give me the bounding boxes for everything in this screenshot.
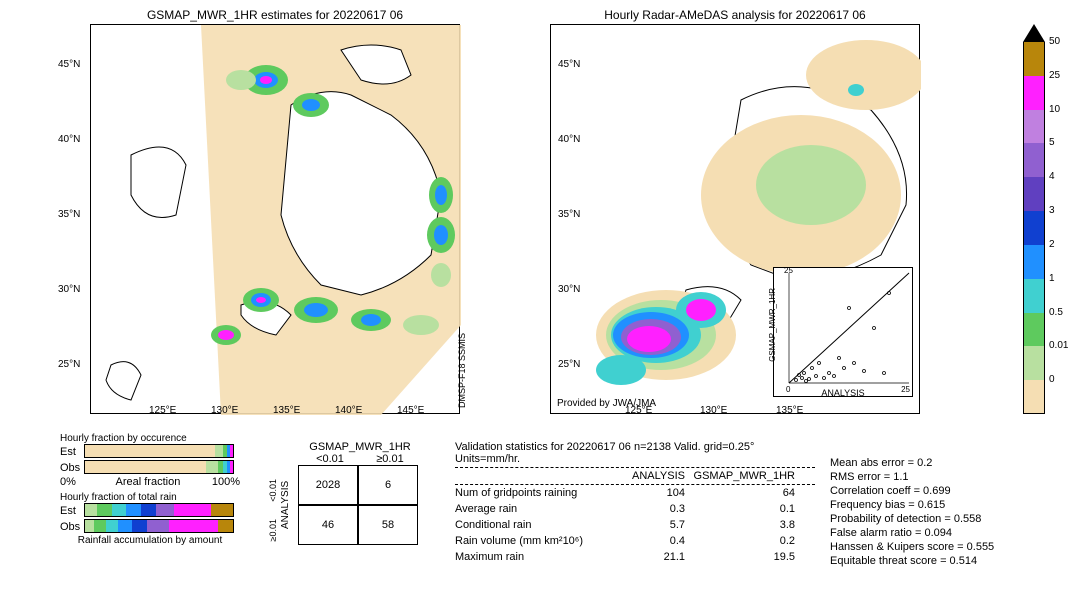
validation-scores: Mean abs error = 0.2RMS error = 1.1Corre…	[830, 455, 994, 569]
ytick: 45°N	[58, 59, 80, 70]
ytick: 25°N	[558, 359, 580, 370]
validation-table: Validation statistics for 20220617 06 n=…	[455, 441, 815, 565]
ytick: 35°N	[58, 209, 80, 220]
left-map: DMSP-F18 SSMIS	[90, 24, 460, 414]
xtick: 130°E	[700, 405, 727, 416]
accum-title: Rainfall accumulation by amount	[60, 535, 240, 546]
ytick: 25°N	[58, 359, 80, 370]
scatter-ylabel: GSMAP_MWR_1HR	[768, 288, 777, 362]
right-map-title: Hourly Radar-AMeDAS analysis for 2022061…	[550, 8, 920, 22]
total-rain-title: Hourly fraction of total rain	[60, 492, 240, 503]
ytick: 30°N	[558, 284, 580, 295]
left-map-title: GSMAP_MWR_1HR estimates for 20220617 06	[90, 8, 460, 22]
scatter-plot: ANALYSIS GSMAP_MWR_1HR 25 25 0	[773, 267, 913, 397]
xtick: 140°E	[335, 405, 362, 416]
ytick: 35°N	[558, 209, 580, 220]
ytick: 40°N	[558, 134, 580, 145]
validation-header: Validation statistics for 20220617 06 n=…	[455, 441, 815, 468]
xtick: 135°E	[776, 405, 803, 416]
scatter-xlabel: ANALYSIS	[774, 388, 912, 398]
contingency-table: GSMAP_MWR_1HR <0.01 ≥0.01 ANALYSIS 2028 …	[280, 441, 420, 545]
xtick: 145°E	[397, 405, 424, 416]
xtick: 125°E	[149, 405, 176, 416]
ytick: 30°N	[58, 284, 80, 295]
fraction-bars: Hourly fraction by occurence Est Obs 0%A…	[60, 433, 240, 546]
ytick: 40°N	[58, 134, 80, 145]
xtick: 130°E	[211, 405, 238, 416]
colorbar: 00.010.512345102550	[1023, 24, 1045, 414]
root: GSMAP_MWR_1HR estimates for 20220617 06	[0, 0, 1080, 612]
xtick: 135°E	[273, 405, 300, 416]
ytick: 45°N	[558, 59, 580, 70]
right-map: Provided by JWA/JMA	[550, 24, 920, 414]
satellite-label: DMSP-F18 SSMIS	[457, 333, 467, 408]
xtick: 125°E	[625, 405, 652, 416]
left-map-svg	[91, 25, 461, 415]
occurrence-title: Hourly fraction by occurence	[60, 433, 240, 444]
